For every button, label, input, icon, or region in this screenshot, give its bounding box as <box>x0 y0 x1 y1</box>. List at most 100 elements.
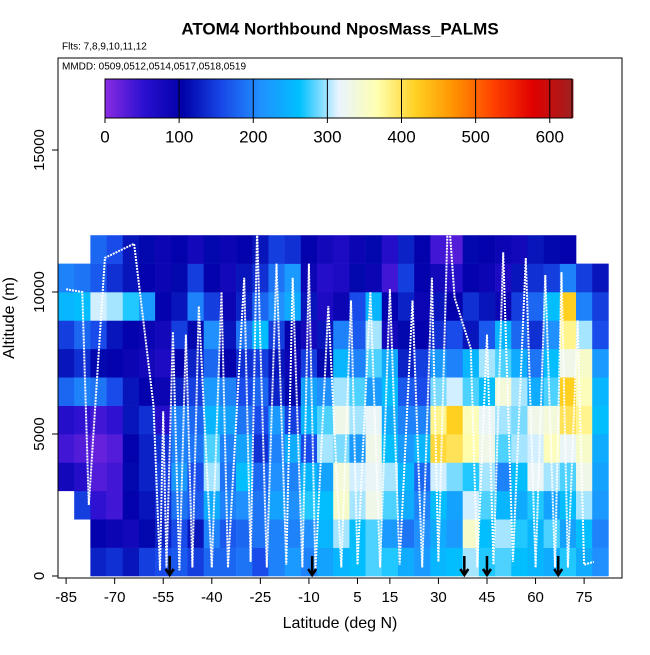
colorbar-swatch <box>283 79 286 118</box>
heatmap-cell <box>74 263 91 293</box>
heatmap-cell <box>219 490 237 520</box>
heatmap-cell <box>462 235 480 264</box>
colorbar-swatch <box>105 79 108 118</box>
colorbar-swatch <box>519 79 522 118</box>
heatmap-cell <box>155 377 172 406</box>
colorbar-swatch <box>439 79 442 118</box>
heatmap-cell <box>349 263 366 293</box>
heatmap-cell <box>559 377 577 406</box>
colorbar-swatch <box>505 79 508 118</box>
heatmap-cell <box>576 490 593 520</box>
heatmap-cell <box>284 519 302 548</box>
colorbar-swatch <box>315 79 318 118</box>
heatmap-cell <box>511 263 528 293</box>
colorbar-tick-label: 300 <box>313 127 341 146</box>
heatmap-cell <box>171 434 188 463</box>
heatmap-cell <box>268 490 285 520</box>
heatmap-cell <box>268 377 285 406</box>
heatmap-cell <box>74 320 91 350</box>
colorbar-swatch <box>235 79 238 118</box>
colorbar-swatch <box>563 79 566 118</box>
colorbar-swatch <box>345 79 348 118</box>
heatmap-cell <box>284 377 302 406</box>
colorbar-swatch <box>347 79 350 118</box>
heatmap-cell <box>446 547 464 577</box>
heatmap-cell <box>58 348 75 378</box>
heatmap-cell <box>430 292 447 321</box>
colorbar-swatch <box>203 79 206 118</box>
colorbar-swatch <box>157 79 160 118</box>
heatmap-cell <box>478 519 496 548</box>
colorbar-swatch <box>313 79 316 118</box>
colorbar-swatch <box>215 79 218 118</box>
heatmap-cell <box>527 235 544 264</box>
colorbar-swatch <box>163 79 166 118</box>
heatmap-cell <box>138 434 156 463</box>
heatmap-cell <box>203 235 221 264</box>
colorbar-swatch <box>247 79 250 118</box>
heatmap-cell <box>397 348 415 378</box>
colorbar-swatch <box>411 79 414 118</box>
colorbar-swatch <box>523 79 526 118</box>
heatmap-cell <box>414 292 431 321</box>
heatmap-cell <box>495 235 512 264</box>
colorbar-swatch <box>389 79 392 118</box>
colorbar-swatch <box>393 79 396 118</box>
colorbar-swatch <box>483 79 486 118</box>
heatmap-cell <box>397 263 415 293</box>
colorbar-swatch <box>177 79 180 118</box>
heatmap-cell <box>122 547 140 577</box>
colorbar-swatch <box>417 79 420 118</box>
colorbar-swatch <box>447 79 450 118</box>
heatmap-cell <box>236 519 253 548</box>
heatmap-cell <box>122 405 140 435</box>
heatmap-cell <box>284 320 302 350</box>
heatmap-cell <box>138 490 156 520</box>
heatmap-cell <box>446 434 464 463</box>
heatmap-cell <box>252 434 269 463</box>
colorbar-swatch <box>547 79 550 118</box>
colorbar-swatch <box>223 79 226 118</box>
colorbar-swatch <box>169 79 172 118</box>
heatmap-cell <box>122 434 140 463</box>
heatmap-cell <box>430 377 447 406</box>
heatmap-cell <box>171 490 188 520</box>
colorbar-swatch <box>207 79 210 118</box>
heatmap-cell <box>219 377 237 406</box>
heatmap-cell <box>430 320 447 350</box>
heatmap-cell <box>365 519 383 548</box>
heatmap-cell <box>106 462 124 492</box>
colorbar-swatch <box>469 79 472 118</box>
heatmap-cell <box>462 519 480 548</box>
colorbar-swatch <box>521 79 524 118</box>
heatmap-cell <box>138 377 156 406</box>
heatmap-cell <box>252 519 269 548</box>
colorbar-swatch <box>517 79 520 118</box>
colorbar-swatch <box>107 79 110 118</box>
heatmap-cell <box>462 377 480 406</box>
heatmap-cell <box>349 348 366 378</box>
heatmap-cell <box>478 377 496 406</box>
colorbar-swatch <box>275 79 278 118</box>
colorbar-swatch <box>217 79 220 118</box>
colorbar-swatch <box>257 79 260 118</box>
colorbar-swatch <box>201 79 204 118</box>
colorbar-swatch <box>331 79 334 118</box>
colorbar-swatch <box>339 79 342 118</box>
colorbar-swatch <box>273 79 276 118</box>
heatmap-cell <box>155 235 172 264</box>
colorbar-swatch <box>123 79 126 118</box>
colorbar-swatch <box>421 79 424 118</box>
x-tick-label: 30 <box>430 589 447 606</box>
heatmap-cell <box>365 320 383 350</box>
colorbar-swatch <box>501 79 504 118</box>
colorbar-swatch <box>171 79 174 118</box>
heatmap-cell <box>74 377 91 406</box>
colorbar-swatch <box>165 79 168 118</box>
heatmap-cell <box>171 263 188 293</box>
colorbar-swatch <box>135 79 138 118</box>
heatmap-cell <box>414 519 431 548</box>
heatmap-cell <box>543 405 561 435</box>
heatmap-cell <box>333 377 350 406</box>
arrow-marker <box>481 556 493 578</box>
